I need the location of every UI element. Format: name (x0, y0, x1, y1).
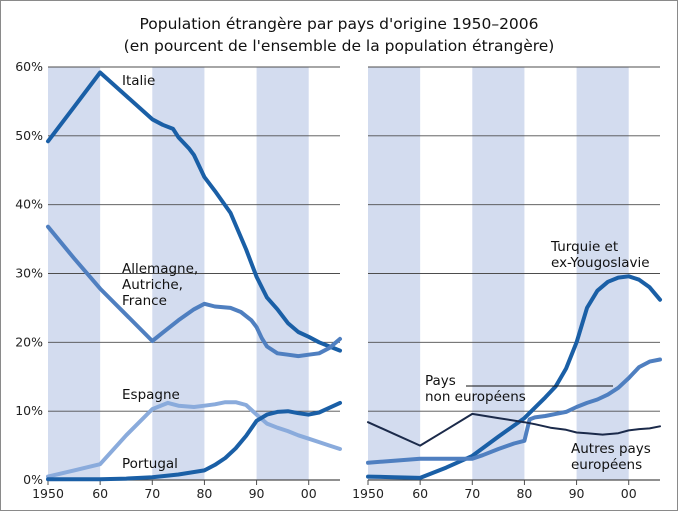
x-tick-label: 1950 (32, 486, 64, 501)
series-label-line: Allemagne, (122, 261, 198, 277)
chart-subtitle: (en pourcent de l'ensemble de la populat… (124, 37, 555, 55)
chart-title: Population étrangère par pays d'origine … (139, 15, 538, 33)
series-label-line: Autres pays (571, 441, 651, 457)
series-label-turquie-et-ex-yougoslavie: Turquie et ex-Yougoslavie (550, 239, 650, 271)
series-label-line: Italie (122, 73, 155, 89)
series-label-line: non européens (425, 389, 526, 405)
series-label-line: Espagne (122, 387, 180, 403)
left-panel: 0% 10% 20% 30% 40% 50% 60% 1950 60 70 80 90 00 Italie… (15, 59, 342, 501)
y-tick-label: 20% (15, 334, 43, 349)
series-line-pays-non-europ-ens (366, 357, 662, 465)
y-tick-label: 0% (23, 472, 43, 487)
series-label-espagne: Espagne (122, 387, 180, 403)
y-tick-label: 40% (15, 197, 43, 212)
series-label-portugal: Portugal (122, 456, 178, 472)
series-line-portugal (46, 400, 342, 482)
x-tick-label: 90 (569, 486, 585, 501)
series-label-line: Portugal (122, 456, 178, 472)
right-panel: 1950 60 70 80 90 00 Turquie et ex-Yougoslavie Pa… (352, 66, 662, 501)
series-label-line: ex-Yougoslavie (551, 255, 650, 271)
x-tick-label: 70 (464, 486, 480, 501)
y-tick-label: 60% (15, 59, 43, 74)
x-tick-label: 80 (196, 486, 212, 501)
x-tick-label: 80 (516, 486, 532, 501)
x-tick-label: 00 (301, 486, 317, 501)
y-tick-label: 50% (15, 128, 43, 143)
series-label-allemagne-autriche-france: Allemagne, Autriche, France (122, 261, 198, 309)
series-line-allemagne-autriche-france (46, 224, 342, 359)
series-line-turquie-et-ex-yougoslavie (366, 274, 662, 480)
series-label-line: Turquie et (550, 239, 618, 255)
series-line-italie (46, 70, 342, 353)
x-tick-label: 60 (412, 486, 428, 501)
x-tick-label: 00 (621, 486, 637, 501)
x-tick-label: 90 (249, 486, 265, 501)
series-line-espagne (46, 400, 342, 479)
x-tick-label: 70 (144, 486, 160, 501)
series-line-autres-pays-europ-ens (367, 412, 661, 447)
series-label-italie: Italie (122, 73, 155, 89)
series-label-line: Autriche, (122, 277, 183, 293)
series-label-line: France (122, 293, 167, 309)
y-tick-label: 10% (15, 403, 43, 418)
series-label-autres-pays-europ-ens: Autres pays européens (571, 441, 651, 473)
series-label-pays-non-europ-ens: Pays non européens (425, 373, 526, 405)
series-label-line: Pays (425, 373, 456, 389)
y-tick-label: 30% (15, 266, 43, 281)
x-tick-label: 60 (92, 486, 108, 501)
series-label-line: européens (571, 457, 642, 473)
x-tick-label: 1950 (352, 486, 384, 501)
